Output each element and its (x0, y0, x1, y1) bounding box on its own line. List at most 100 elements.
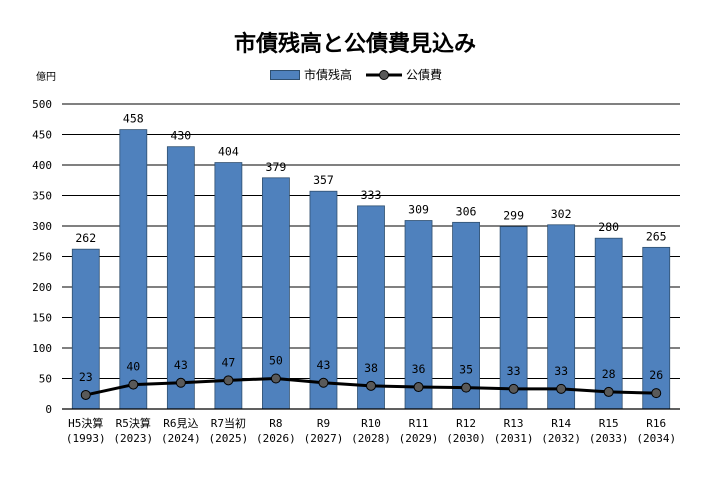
x-tick-sublabel: (2027) (304, 432, 344, 445)
y-tick-label: 450 (32, 129, 52, 142)
bar-value-label: 458 (123, 112, 144, 126)
bar (499, 226, 528, 410)
legend: 市債残高 公債費 (270, 66, 450, 83)
y-tick-label: 250 (32, 251, 52, 264)
y-tick-label: 200 (32, 281, 52, 294)
line-point (175, 377, 186, 388)
x-tick-sublabel: (2029) (399, 432, 439, 445)
bar (214, 162, 243, 410)
bar-value-label: 379 (266, 160, 287, 174)
chart-title: 市債残高と公債費見込み (233, 32, 476, 57)
x-tick-label: R16 (646, 417, 666, 430)
bar (404, 220, 433, 410)
x-tick-sublabel: (2024) (161, 432, 201, 445)
bar-value-label: 309 (408, 203, 429, 217)
bar (309, 190, 338, 410)
x-tick-label: R11 (409, 417, 429, 430)
legend-bar-label: 市債残高 (304, 68, 353, 82)
bar-value-label: 430 (170, 129, 191, 143)
y-tick-label: 300 (32, 220, 52, 233)
line-point (80, 389, 91, 400)
line-point (603, 386, 614, 397)
legend-line-swatch (366, 69, 403, 80)
bar-value-label: 280 (598, 220, 619, 234)
line-value-label: 36 (412, 362, 426, 376)
y-tick-label: 150 (32, 312, 52, 325)
line-value-label: 40 (126, 360, 140, 374)
bar-value-label: 333 (361, 188, 382, 202)
line-point (223, 375, 234, 386)
x-tick-label: R12 (456, 417, 476, 430)
legend-bar-swatch (270, 69, 300, 80)
y-tick-label: 400 (32, 159, 52, 172)
bar-value-label: 299 (503, 209, 524, 223)
x-tick-label: R9 (317, 417, 330, 430)
line-value-label: 43 (174, 358, 188, 372)
legend-item-line: 公債費 (366, 66, 442, 83)
bar (357, 205, 385, 410)
x-tick-sublabel: (2028) (351, 432, 391, 445)
bar (166, 146, 195, 410)
x-tick-sublabel: (1993) (66, 432, 106, 445)
line-value-label: 28 (602, 367, 616, 381)
line-value-label: 26 (649, 368, 663, 382)
line-point (318, 377, 329, 388)
x-tick-label: R6見込 (163, 417, 198, 430)
x-tick-sublabel: (2031) (494, 432, 534, 445)
y-tick-label: 0 (45, 403, 52, 416)
line-point (128, 379, 139, 390)
x-tick-sublabel: (2026) (256, 432, 296, 445)
line-value-label: 33 (507, 364, 521, 378)
x-tick-label: R14 (551, 417, 571, 430)
line-point (413, 382, 424, 393)
y-tick-label: 50 (39, 373, 52, 386)
bar-value-label: 357 (313, 173, 334, 187)
y-tick-label: 100 (32, 342, 52, 355)
line-point (508, 383, 519, 394)
bar-value-label: 302 (551, 207, 572, 221)
bar-value-label: 306 (456, 204, 477, 218)
line-point (270, 373, 281, 384)
x-tick-label: R8 (269, 417, 282, 430)
y-axis-unit-label: 億円 (36, 72, 56, 83)
x-tick-sublabel: (2030) (446, 432, 486, 445)
bar (642, 246, 671, 410)
x-tick-sublabel: (2023) (113, 432, 153, 445)
x-tick-label: R7当初 (211, 416, 246, 430)
bar (119, 129, 148, 410)
line-point (651, 388, 662, 399)
line-value-label: 43 (317, 358, 331, 372)
x-tick-sublabel: (2025) (209, 432, 249, 445)
bar (547, 224, 576, 410)
x-tick-label: R5決算 (116, 416, 151, 430)
x-tick-sublabel: (2032) (541, 432, 581, 445)
bar (452, 221, 480, 410)
x-tick-label: R10 (361, 417, 381, 430)
x-tick-sublabel: (2034) (636, 432, 676, 445)
line-value-label: 50 (269, 354, 283, 368)
line-point (461, 382, 472, 393)
line-value-label: 38 (364, 361, 378, 375)
y-tick-label: 500 (32, 98, 52, 111)
bar-value-label: 404 (218, 145, 239, 159)
legend-item-bar: 市債残高 (270, 66, 352, 83)
x-tick-label: R15 (599, 417, 619, 430)
line-value-label: 23 (79, 370, 93, 384)
x-tick-sublabel: (2033) (589, 432, 629, 445)
line-value-label: 33 (554, 364, 568, 378)
x-tick-label: R13 (504, 417, 524, 430)
legend-line-label: 公債費 (406, 68, 443, 82)
line-value-label: 47 (221, 355, 235, 369)
line-point (366, 380, 376, 391)
line-point (556, 383, 567, 394)
x-tick-label: H5決算 (68, 416, 103, 430)
y-tick-label: 350 (32, 190, 52, 203)
bar (594, 237, 623, 410)
bar (71, 248, 100, 410)
bar-value-label: 265 (646, 229, 667, 243)
bar (262, 177, 290, 410)
bar-value-label: 262 (75, 231, 96, 245)
line-value-label: 35 (459, 363, 473, 377)
